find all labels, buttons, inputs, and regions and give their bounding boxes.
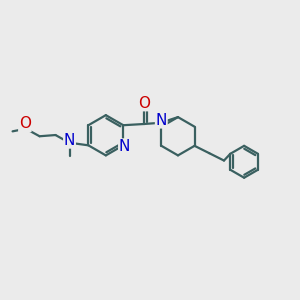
Text: N: N xyxy=(156,113,167,128)
Text: N: N xyxy=(64,133,75,148)
Text: N: N xyxy=(119,139,130,154)
Text: O: O xyxy=(19,116,31,131)
Text: O: O xyxy=(138,96,150,111)
